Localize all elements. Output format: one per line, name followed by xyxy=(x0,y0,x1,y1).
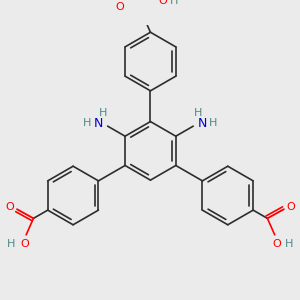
Text: O: O xyxy=(159,0,168,6)
Text: O: O xyxy=(115,2,124,12)
Text: O: O xyxy=(272,239,281,249)
Text: H: H xyxy=(83,118,92,128)
Text: H: H xyxy=(170,0,178,6)
Text: O: O xyxy=(287,202,296,212)
Text: O: O xyxy=(5,202,14,212)
Text: H: H xyxy=(194,108,202,118)
Text: N: N xyxy=(198,117,207,130)
Text: N: N xyxy=(94,117,103,130)
Text: H: H xyxy=(285,239,294,249)
Text: H: H xyxy=(99,108,107,118)
Text: H: H xyxy=(209,118,218,128)
Text: O: O xyxy=(20,239,29,249)
Text: H: H xyxy=(7,239,16,249)
